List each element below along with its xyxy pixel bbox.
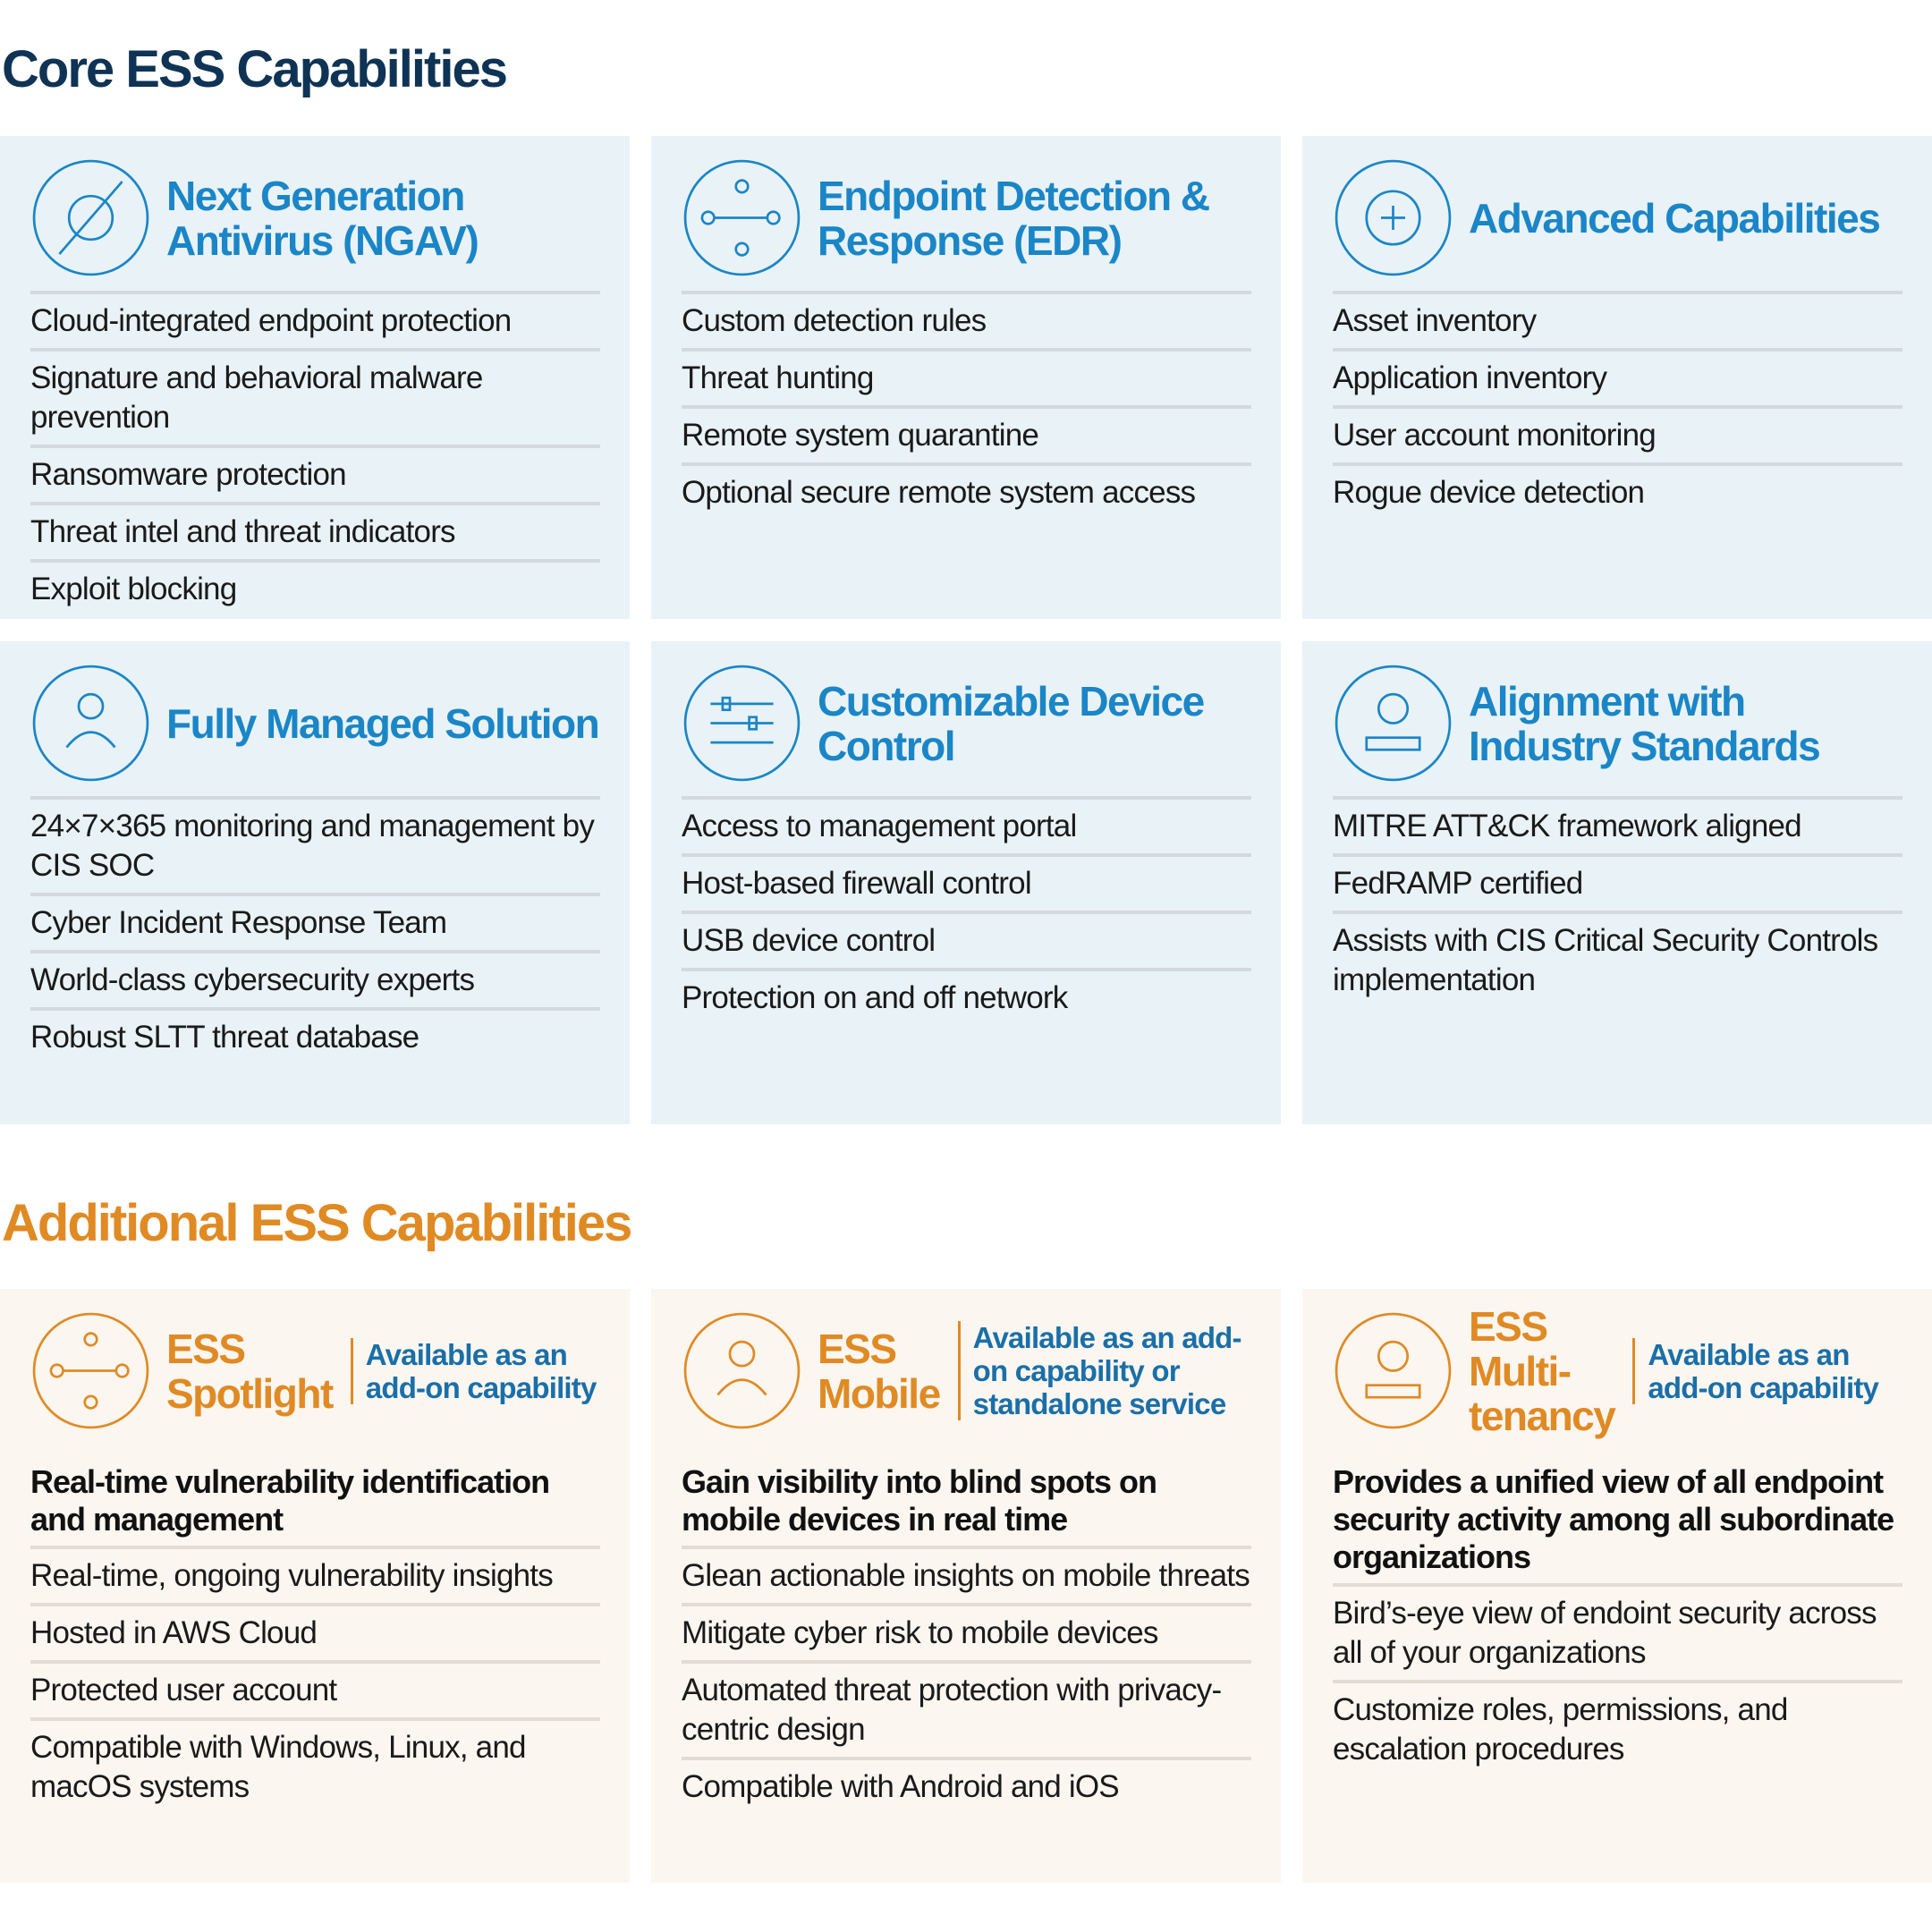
feature-item: MITRE ATT&CK framework aligned (1333, 796, 1902, 853)
feature-item: Compatible with Windows, Linux, and macO… (30, 1717, 600, 1814)
feature-item: Customize roles, permissions, and escala… (1333, 1680, 1902, 1776)
availability-note: Available as an add-on capability or sta… (957, 1321, 1251, 1420)
icon (1335, 665, 1452, 782)
card: Alignment with Industry Standards MITRE A… (1302, 641, 1932, 1124)
feature-item: Optional secure remote system access (682, 462, 1251, 520)
card: Endpoint Detection & Response (EDR) Custo… (651, 136, 1281, 619)
feature-item: Automated threat protection with privacy… (682, 1660, 1251, 1757)
feature-item: Assists with CIS Critical Security Contr… (1333, 911, 1902, 1007)
card: Fully Managed Solution 24×7×365 monitorin… (0, 641, 630, 1124)
card-title: ESS Spotlight (166, 1325, 334, 1417)
card-header: Alignment with Industry Standards (1333, 663, 1902, 784)
feature-item: FedRAMP certified (1333, 853, 1902, 911)
icon (683, 159, 801, 276)
feature-item: Remote system quarantine (682, 405, 1251, 462)
card-title: Next Generation Antivirus (NGAV) (166, 172, 479, 264)
availability-note: Available as an add-on capability (350, 1337, 600, 1404)
feature-item: 24×7×365 monitoring and management by CI… (30, 796, 600, 893)
card-header: ESS Mobile Available as an add-on capabil… (682, 1310, 1251, 1431)
feature-item: Cloud-integrated endpoint protection (30, 291, 600, 348)
feature-item: Protection on and off network (682, 968, 1251, 1025)
card: ESS Spotlight Available as an add-on capa… (0, 1289, 630, 1883)
icon (683, 665, 801, 782)
feature-list: Custom detection rules Threat hunting Remo… (682, 291, 1251, 520)
feature-item: Compatible with Android and iOS (682, 1757, 1251, 1814)
feature-item: Exploit blocking (30, 559, 600, 616)
feature-item: Threat intel and threat indicators (30, 502, 600, 559)
card-title: Fully Managed Solution (166, 699, 600, 747)
feature-list: Access to management portal Host-based fi… (682, 796, 1251, 1025)
feature-list: Bird’s-eye view of endoint security acro… (1333, 1583, 1902, 1776)
section-title: Additional ESS Capabilities (2, 1194, 632, 1252)
feature-item: Asset inventory (1333, 291, 1902, 348)
card-header: Fully Managed Solution (30, 663, 600, 784)
feature-list: Real-time, ongoing vulnerability insight… (30, 1546, 600, 1814)
card-title: ESS Mobile (818, 1325, 941, 1417)
card-header: Advanced Capabilities (1333, 157, 1902, 278)
feature-list: MITRE ATT&CK framework aligned FedRAMP ce… (1333, 796, 1902, 1007)
additional-grid: ESS Spotlight Available as an add-on capa… (0, 1289, 1932, 1883)
core-grid: Next Generation Antivirus (NGAV) Cloud-in… (0, 136, 1932, 1124)
feature-item: Mitigate cyber risk to mobile devices (682, 1603, 1251, 1660)
feature-item: Cyber Incident Response Team (30, 893, 600, 950)
availability-note: Available as an add-on capability (1632, 1337, 1902, 1404)
card-header: Endpoint Detection & Response (EDR) (682, 157, 1251, 278)
feature-item: User account monitoring (1333, 405, 1902, 462)
card-lead: Gain visibility into blind spots on mobi… (682, 1463, 1157, 1538)
card-title: Customizable Device Control (818, 677, 1205, 769)
card-title: Alignment with Industry Standards (1469, 677, 1821, 769)
feature-list: Cloud-integrated endpoint protection Sign… (30, 291, 600, 616)
feature-item: Protected user account (30, 1660, 600, 1717)
card: Customizable Device Control Access to man… (651, 641, 1281, 1124)
icon (32, 665, 149, 782)
feature-item: Custom detection rules (682, 291, 1251, 348)
feature-item: Signature and behavioral malware prevent… (30, 348, 600, 445)
icon (32, 1312, 149, 1429)
card-lead: Provides a unified view of all endpoint … (1333, 1463, 1894, 1575)
card: ESS Multi-tenancy Available as an add-on … (1302, 1289, 1932, 1883)
card-header: ESS Multi-tenancy Available as an add-on … (1333, 1304, 1902, 1438)
card-lead: Real-time vulnerability identification a… (30, 1463, 550, 1538)
card-header: Next Generation Antivirus (NGAV) (30, 157, 600, 278)
feature-list: 24×7×365 monitoring and management by CI… (30, 796, 600, 1064)
card: ESS Mobile Available as an add-on capabil… (651, 1289, 1281, 1883)
feature-item: Real-time, ongoing vulnerability insight… (30, 1546, 600, 1603)
icon (1335, 1312, 1452, 1429)
card-title: Endpoint Detection & Response (EDR) (818, 172, 1210, 264)
card-title: Advanced Capabilities (1469, 194, 1881, 242)
feature-list: Glean actionable insights on mobile thre… (682, 1546, 1251, 1814)
section-title: Core ESS Capabilities (2, 40, 508, 98)
feature-item: Threat hunting (682, 348, 1251, 405)
feature-item: Robust SLTT threat database (30, 1007, 600, 1064)
icon (32, 159, 149, 276)
icon (683, 1312, 801, 1429)
feature-item: Hosted in AWS Cloud (30, 1603, 600, 1660)
icon (1335, 159, 1452, 276)
feature-item: Application inventory (1333, 348, 1902, 405)
card-title: ESS Multi-tenancy (1469, 1302, 1616, 1439)
card-header: Customizable Device Control (682, 663, 1251, 784)
feature-item: Bird’s-eye view of endoint security acro… (1333, 1583, 1902, 1680)
feature-item: World-class cybersecurity experts (30, 950, 600, 1007)
card: Next Generation Antivirus (NGAV) Cloud-in… (0, 136, 630, 619)
feature-item: USB device control (682, 911, 1251, 968)
feature-item: Host-based firewall control (682, 853, 1251, 911)
feature-list: Asset inventory Application inventory User… (1333, 291, 1902, 520)
card-header: ESS Spotlight Available as an add-on capa… (30, 1310, 600, 1431)
feature-item: Access to management portal (682, 796, 1251, 853)
feature-item: Rogue device detection (1333, 462, 1902, 520)
feature-item: Glean actionable insights on mobile thre… (682, 1546, 1251, 1603)
card: Advanced Capabilities Asset inventory Appl… (1302, 136, 1932, 619)
feature-item: Ransomware protection (30, 445, 600, 502)
